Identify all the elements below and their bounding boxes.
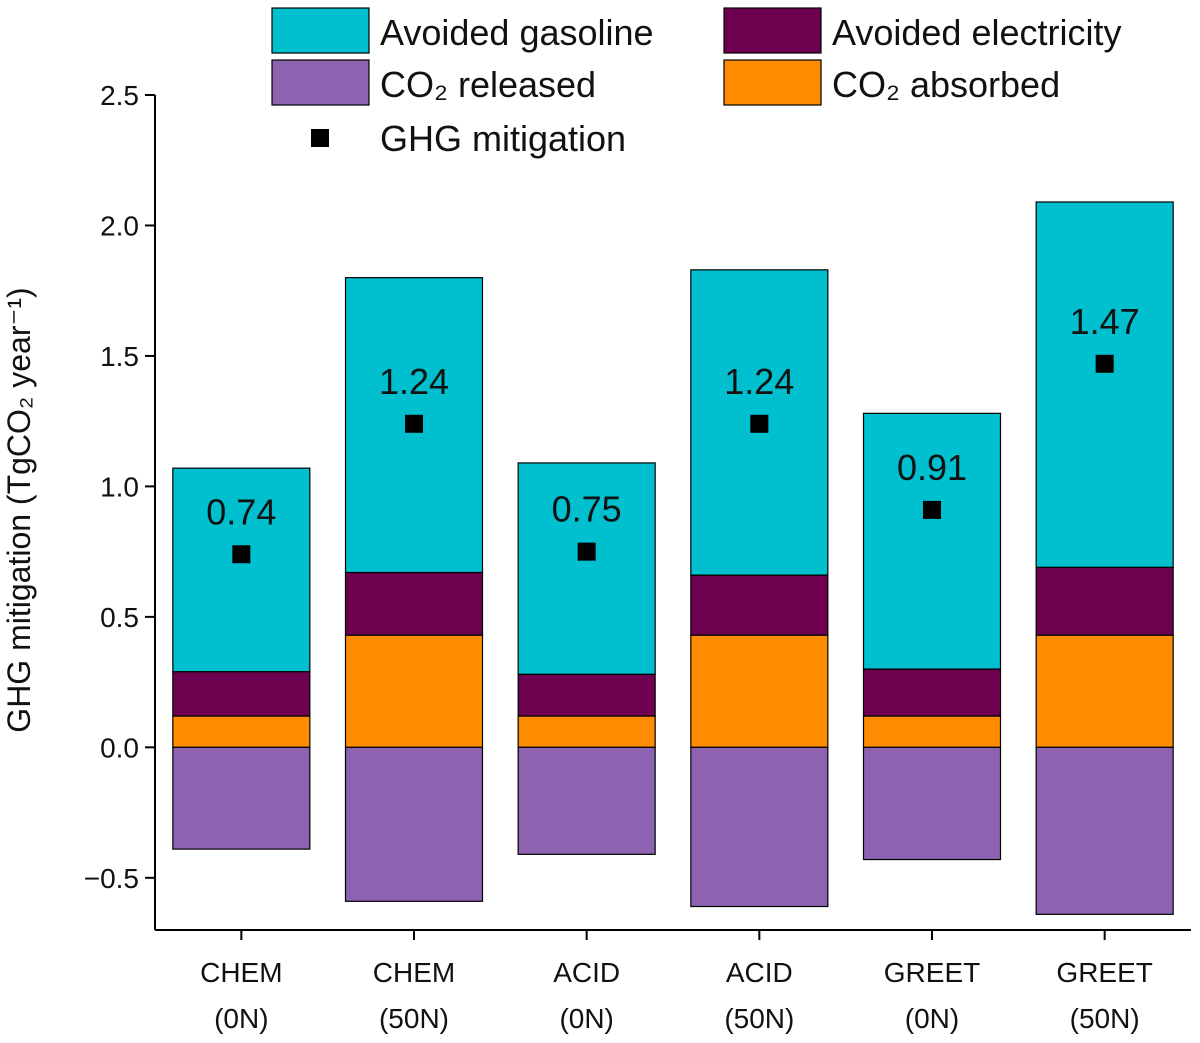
- bar-segment: [172, 671, 311, 717]
- legend-swatch: [271, 59, 370, 106]
- legend-label: CO₂ absorbed: [832, 64, 1060, 105]
- x-tick-label-line: CHEM: [200, 957, 282, 988]
- x-tick-label-line: ACID: [726, 957, 793, 988]
- y-axis-label: GHG mitigation (TgCO₂ year⁻¹): [1, 287, 37, 732]
- bar-segment: [172, 467, 311, 673]
- value-label: 1.24: [379, 361, 449, 402]
- bar-segment: [1035, 746, 1174, 915]
- x-tick-label-line: (50N): [379, 1003, 449, 1034]
- bar-segment: [517, 715, 656, 748]
- y-tick-label: 2.0: [100, 210, 139, 241]
- value-label: 0.74: [206, 491, 276, 532]
- x-tick-label-line: (50N): [1070, 1003, 1140, 1034]
- y-tick-label: −0.5: [84, 863, 139, 894]
- x-tick-label-line: (0N): [559, 1003, 613, 1034]
- legend-marker: [311, 129, 329, 147]
- point: [750, 414, 769, 433]
- point: [232, 545, 251, 564]
- bar-segment: [517, 746, 656, 855]
- legend-label: Avoided gasoline: [380, 12, 654, 53]
- point: [923, 500, 941, 519]
- value-label: 1.47: [1070, 301, 1140, 342]
- bar-segment: [690, 634, 829, 748]
- legend-swatch: [723, 7, 822, 54]
- x-tick-label-line: GREET: [884, 957, 980, 988]
- bar-segment: [517, 462, 656, 675]
- point: [577, 542, 596, 561]
- bar-segment: [1035, 201, 1174, 568]
- y-tick-label: 1.5: [100, 341, 139, 372]
- x-tick-label-line: CHEM: [373, 957, 455, 988]
- point: [1095, 354, 1114, 373]
- value-label: 1.24: [724, 361, 794, 402]
- bar-segment: [1035, 634, 1174, 748]
- bar-segment: [862, 746, 1002, 861]
- legend-label: CO₂ released: [380, 64, 596, 105]
- x-tick-label-line: (0N): [905, 1003, 959, 1034]
- x-tick-label: ACID (0N): [553, 957, 620, 1034]
- point: [405, 414, 423, 433]
- y-tick-label: 0.5: [100, 602, 139, 633]
- x-tick-label: CHEM (0N): [200, 957, 282, 1034]
- x-tick-label-line: (0N): [214, 1003, 268, 1034]
- bar-segment: [862, 668, 1002, 717]
- legend-label: GHG mitigation: [380, 118, 626, 159]
- bar-segment: [172, 715, 311, 748]
- x-tick-label: GREET (0N): [884, 957, 980, 1034]
- bar-segment: [1035, 566, 1174, 636]
- x-tick-label: ACID (50N): [724, 957, 794, 1034]
- y-tick-label: 1.0: [100, 471, 139, 502]
- bar-segment: [344, 634, 484, 748]
- x-tick-label: CHEM (50N): [373, 957, 455, 1034]
- value-label: 0.91: [897, 447, 967, 488]
- bar-segment: [517, 673, 656, 717]
- legend-swatch: [271, 7, 370, 54]
- bar-segment: [690, 746, 829, 908]
- value-label: 0.75: [552, 489, 622, 530]
- x-tick-label-line: GREET: [1056, 957, 1152, 988]
- bar-segment: [690, 574, 829, 636]
- bar-segment: [862, 715, 1002, 748]
- bar-segment: [344, 746, 484, 902]
- legend-swatch: [723, 59, 822, 106]
- x-tick-label: GREET (50N): [1056, 957, 1152, 1034]
- bar-segment: [344, 571, 484, 636]
- y-tick-label: 0.0: [100, 732, 139, 763]
- y-tick-label: 2.5: [100, 80, 139, 111]
- x-tick-label-line: (50N): [724, 1003, 794, 1034]
- x-tick-label-line: ACID: [553, 957, 620, 988]
- bar-segment: [172, 746, 311, 850]
- bar-segment: [862, 412, 1002, 670]
- legend-label: Avoided electricity: [832, 12, 1121, 53]
